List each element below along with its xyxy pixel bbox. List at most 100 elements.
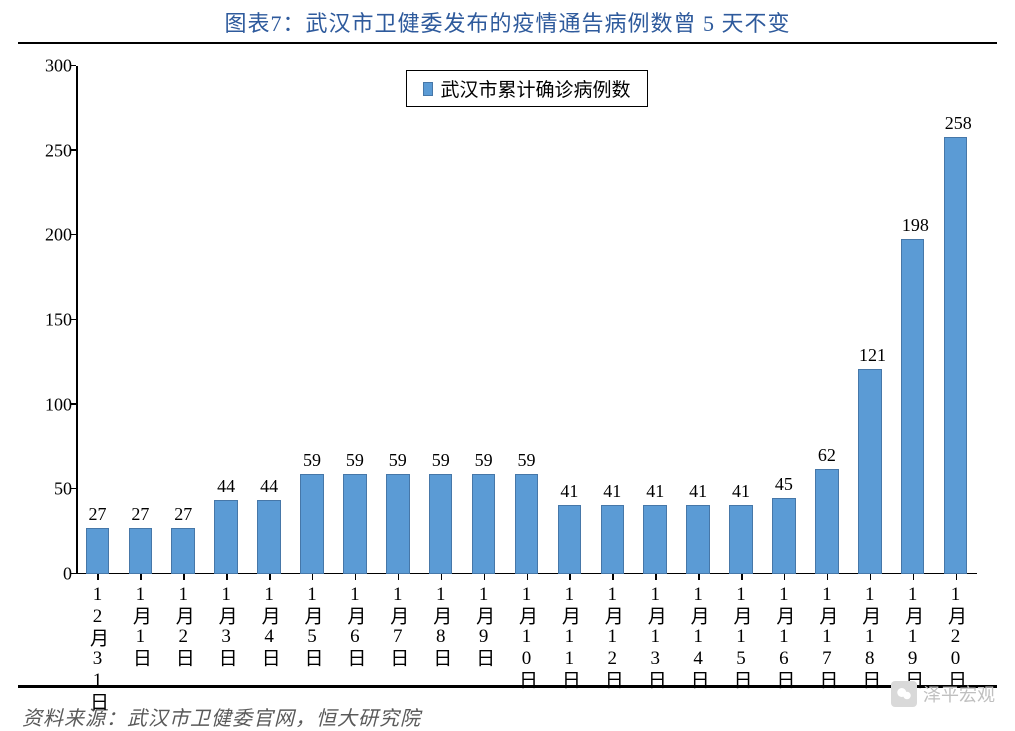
x-tick-label: 1月4日 <box>256 584 283 668</box>
y-tick-mark <box>70 149 76 151</box>
x-tick-label: 1月19日 <box>899 584 926 690</box>
x-tick-label: 1月15日 <box>728 584 755 690</box>
bar-value-label: 59 <box>387 450 409 471</box>
bar-value-label: 41 <box>602 481 624 502</box>
y-tick-label: 50 <box>28 479 72 500</box>
legend-swatch <box>422 82 432 96</box>
bar-value-label: 44 <box>258 476 280 497</box>
bar: 121 <box>858 369 882 574</box>
x-tick-mark <box>527 574 529 580</box>
y-tick-label: 100 <box>28 394 72 415</box>
x-tick-mark <box>827 574 829 580</box>
bar-value-label: 41 <box>559 481 581 502</box>
bar-value-label: 59 <box>344 450 366 471</box>
x-tick-mark <box>698 574 700 580</box>
bar: 62 <box>815 469 839 574</box>
bar-value-label: 44 <box>215 476 237 497</box>
bar-value-label: 59 <box>516 450 538 471</box>
y-tick-label: 200 <box>28 225 72 246</box>
bar: 27 <box>86 528 110 574</box>
bar: 44 <box>214 500 238 575</box>
x-tick-label: 1月16日 <box>770 584 797 690</box>
x-tick-mark <box>355 574 357 580</box>
chart-title: 图表7：武汉市卫健委发布的疫情通告病例数曾 5 天不变 <box>0 0 1015 42</box>
x-tick-mark <box>569 574 571 580</box>
x-tick-label: 1月12日 <box>599 584 626 690</box>
plot-region: 武汉市累计确诊病例数 0501001502002503002712月31日271… <box>76 66 977 574</box>
x-tick-mark <box>398 574 400 580</box>
x-tick-label: 1月8日 <box>427 584 454 668</box>
x-tick-label: 1月18日 <box>856 584 883 690</box>
x-tick-mark <box>741 574 743 580</box>
bar: 198 <box>901 239 925 574</box>
x-tick-label: 12月31日 <box>84 584 111 712</box>
x-tick-label: 1月3日 <box>213 584 240 668</box>
y-tick-label: 250 <box>28 140 72 161</box>
x-tick-mark <box>183 574 185 580</box>
watermark-text: 泽平宏观 <box>923 681 995 707</box>
y-tick-mark <box>70 488 76 490</box>
y-tick-label: 300 <box>28 56 72 77</box>
y-tick-label: 0 <box>28 564 72 585</box>
x-tick-label: 1月7日 <box>384 584 411 668</box>
bar-value-label: 45 <box>773 474 795 495</box>
bar-value-label: 27 <box>130 504 152 525</box>
bar-value-label: 121 <box>859 345 881 366</box>
source-text: 资料来源：武汉市卫健委官网，恒大研究院 <box>0 688 1015 731</box>
x-tick-label: 1月2日 <box>170 584 197 668</box>
chart-area: 武汉市累计确诊病例数 0501001502002503002712月31日271… <box>18 56 997 679</box>
bar-value-label: 41 <box>687 481 709 502</box>
x-tick-label: 1月17日 <box>813 584 840 690</box>
bar-value-label: 41 <box>730 481 752 502</box>
bar-value-label: 198 <box>902 215 924 236</box>
x-tick-label: 1月11日 <box>556 584 583 690</box>
x-tick-mark <box>226 574 228 580</box>
bar: 59 <box>515 474 539 574</box>
x-tick-label: 1月1日 <box>127 584 154 668</box>
x-tick-label: 1月13日 <box>642 584 669 690</box>
x-tick-mark <box>269 574 271 580</box>
x-tick-mark <box>655 574 657 580</box>
bar: 41 <box>601 505 625 574</box>
bar: 27 <box>171 528 195 574</box>
x-tick-mark <box>612 574 614 580</box>
bar: 258 <box>944 137 968 574</box>
bar: 59 <box>472 474 496 574</box>
y-tick-mark <box>70 65 76 67</box>
bar: 27 <box>129 528 153 574</box>
legend: 武汉市累计确诊病例数 <box>405 70 647 107</box>
legend-label: 武汉市累计确诊病例数 <box>440 75 630 102</box>
bar: 59 <box>300 474 324 574</box>
y-tick-mark <box>70 234 76 236</box>
x-tick-label: 1月10日 <box>513 584 540 690</box>
x-tick-label: 1月14日 <box>685 584 712 690</box>
x-tick-mark <box>312 574 314 580</box>
bar-value-label: 59 <box>473 450 495 471</box>
bar: 45 <box>772 498 796 574</box>
y-tick-mark <box>70 573 76 575</box>
x-tick-mark <box>784 574 786 580</box>
y-tick-mark <box>70 319 76 321</box>
x-tick-label: 1月20日 <box>942 584 969 690</box>
x-tick-mark <box>441 574 443 580</box>
bar-value-label: 258 <box>945 113 967 134</box>
x-tick-label: 1月9日 <box>470 584 497 668</box>
bar-value-label: 59 <box>430 450 452 471</box>
x-tick-label: 1月6日 <box>341 584 368 668</box>
x-tick-mark <box>956 574 958 580</box>
x-tick-mark <box>913 574 915 580</box>
watermark: 泽平宏观 <box>891 681 995 707</box>
bar: 59 <box>343 474 367 574</box>
bar: 44 <box>257 500 281 575</box>
bar: 41 <box>729 505 753 574</box>
x-tick-mark <box>870 574 872 580</box>
x-tick-mark <box>484 574 486 580</box>
x-tick-label: 1月5日 <box>298 584 325 668</box>
bar-value-label: 27 <box>172 504 194 525</box>
bar: 59 <box>386 474 410 574</box>
title-divider <box>18 42 997 44</box>
y-axis <box>76 66 78 574</box>
bar-value-label: 62 <box>816 445 838 466</box>
bar: 59 <box>429 474 453 574</box>
bar: 41 <box>686 505 710 574</box>
